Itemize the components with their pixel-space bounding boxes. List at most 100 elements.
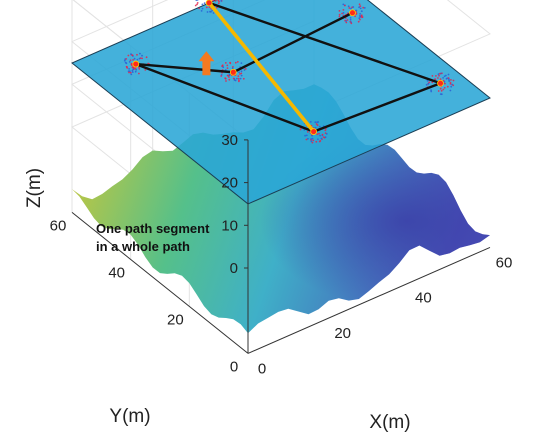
particle-2-25 xyxy=(128,70,131,73)
particle-2-8 xyxy=(134,70,137,73)
particle-4-28 xyxy=(440,89,443,92)
x-axis-title: X(m) xyxy=(369,412,410,433)
annotation: One path segment in a whole path xyxy=(96,221,210,254)
x-tick-label-2: 40 xyxy=(415,290,432,307)
particle-0-25 xyxy=(363,7,366,9)
waypoint-5 xyxy=(205,0,213,7)
particle-4-23 xyxy=(437,77,439,79)
particle-0-17 xyxy=(359,18,361,21)
particle-0-15 xyxy=(338,13,341,16)
particle-2-51 xyxy=(123,59,126,62)
particle-1-0 xyxy=(240,74,243,77)
y-tick-label-2: 40 xyxy=(108,264,125,281)
particle-4-21 xyxy=(445,74,447,77)
particle-0-33 xyxy=(358,17,361,20)
particle-5-19 xyxy=(212,0,214,2)
particle-4-9 xyxy=(425,83,428,86)
particle-3-9 xyxy=(309,121,312,123)
waypoint-0 xyxy=(349,9,356,17)
particle-4-45 xyxy=(426,79,429,82)
particle-3-12 xyxy=(318,125,321,128)
particle-0-5 xyxy=(348,7,351,9)
particle-2-13 xyxy=(144,69,147,71)
particle-0-44 xyxy=(361,16,363,19)
particle-4-11 xyxy=(450,85,453,88)
particle-0-32 xyxy=(358,6,360,9)
y-tick-label-1: 20 xyxy=(167,311,184,328)
particle-1-44 xyxy=(237,77,240,80)
particle-2-20 xyxy=(139,52,141,55)
particle-2-59 xyxy=(134,67,136,70)
waypoint-1 xyxy=(229,68,237,76)
particle-5-17 xyxy=(198,7,201,10)
particle-0-35 xyxy=(350,7,352,10)
particle-4-26 xyxy=(443,80,446,83)
particle-4-49 xyxy=(439,93,442,95)
x-axis-line xyxy=(247,246,491,354)
highlight-segment xyxy=(207,1,316,134)
particle-4-19 xyxy=(428,81,431,84)
particle-4-44 xyxy=(430,90,433,93)
particle-3-30 xyxy=(305,134,308,137)
particle-3-48 xyxy=(317,138,319,141)
particle-3-31 xyxy=(315,140,318,143)
particle-0-59 xyxy=(342,3,345,6)
particle-1-12 xyxy=(238,80,240,83)
particle-2-45 xyxy=(132,59,135,61)
particle-2-40 xyxy=(130,73,133,76)
particle-1-20 xyxy=(231,67,234,70)
particle-4-15 xyxy=(442,88,445,91)
particle-2-50 xyxy=(138,72,140,75)
particle-3-42 xyxy=(307,137,309,140)
particle-4-53 xyxy=(442,77,444,79)
particle-1-7 xyxy=(228,78,231,81)
path-segment-0 xyxy=(232,11,354,74)
particle-4-32 xyxy=(443,75,446,78)
particle-0-3 xyxy=(349,18,352,21)
particle-1-28 xyxy=(228,76,230,78)
particle-3-16 xyxy=(310,140,313,143)
particle-0-53 xyxy=(338,10,341,12)
particle-1-52 xyxy=(238,71,241,74)
particle-1-57 xyxy=(221,65,224,67)
particle-4-33 xyxy=(447,73,450,76)
particle-2-49 xyxy=(138,57,141,60)
particle-4-10 xyxy=(449,89,452,92)
particle-4-38 xyxy=(431,75,434,77)
particle-0-6 xyxy=(341,12,343,15)
particle-5-58 xyxy=(195,0,198,1)
particle-3-56 xyxy=(318,140,321,143)
particle-2-24 xyxy=(136,58,139,61)
particle-1-51 xyxy=(243,69,246,71)
particle-2-19 xyxy=(136,53,138,56)
particle-5-35 xyxy=(196,3,198,6)
particle-3-6 xyxy=(299,128,302,131)
particle-1-45 xyxy=(232,77,235,80)
particle-3-26 xyxy=(305,138,308,141)
z-tick-label-2: 20 xyxy=(221,175,238,192)
particle-0-20 xyxy=(345,21,348,24)
particle-4-47 xyxy=(448,80,451,82)
z-tick-label-1: 10 xyxy=(221,217,238,234)
waypoint-2 xyxy=(132,60,140,68)
y-tick-label-3: 60 xyxy=(50,217,67,234)
particle-0-11 xyxy=(338,15,341,18)
annotation-line-1: One path segment xyxy=(96,221,210,236)
flight-path xyxy=(132,0,444,135)
particle-1-1 xyxy=(226,64,229,67)
particle-5-7 xyxy=(203,2,206,5)
particle-2-22 xyxy=(130,53,132,56)
particle-3-53 xyxy=(306,131,309,133)
particle-2-47 xyxy=(132,68,135,71)
particle-4-52 xyxy=(445,77,448,80)
particle-5-27 xyxy=(205,6,208,9)
particle-2-38 xyxy=(130,63,133,66)
particle-4-24 xyxy=(427,82,430,85)
particle-3-52 xyxy=(312,139,315,142)
path-segment-4 xyxy=(207,1,442,85)
particle-1-25 xyxy=(236,61,239,63)
x-tick-label-1: 20 xyxy=(334,325,351,342)
particle-4-58 xyxy=(446,85,449,88)
particle-3-44 xyxy=(311,134,313,137)
